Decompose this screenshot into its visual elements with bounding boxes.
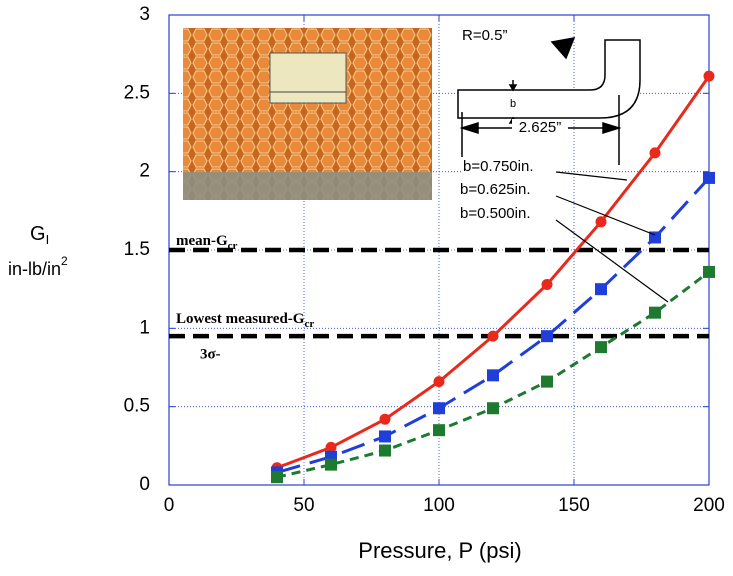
width-label: b: [510, 98, 516, 110]
y-label-sub: I: [46, 232, 50, 247]
data-point: [433, 402, 445, 414]
leader-line: [556, 196, 655, 235]
data-point: [650, 147, 661, 158]
y-tick-label: 1.5: [124, 239, 150, 260]
reference-label-main: mean-G: [176, 233, 228, 249]
data-point: [487, 369, 499, 381]
y-tick-label: 1: [139, 317, 150, 338]
length-label: 2.625”: [519, 119, 562, 136]
x-tick-label: 200: [693, 495, 725, 516]
y-axis-unit: in-lb/in2: [8, 254, 68, 279]
reference-label: Lowest measured-Gcr: [176, 311, 314, 329]
data-point: [703, 266, 715, 278]
y-label-main: G: [30, 223, 46, 245]
data-point: [379, 430, 391, 442]
data-point: [379, 445, 391, 457]
leader-line: [556, 172, 627, 180]
data-point: [380, 414, 391, 425]
series-label: b=0.750in.: [463, 158, 533, 175]
data-point: [595, 283, 607, 295]
y-tick-label: 2.5: [124, 82, 150, 103]
data-point: [271, 471, 283, 483]
data-point: [542, 279, 553, 290]
radius-label: R=0.5”: [462, 27, 507, 44]
data-point: [703, 172, 715, 184]
y-axis-label: GI: [30, 223, 49, 247]
y-tick-label: 0.5: [124, 396, 150, 417]
x-tick-label: 50: [293, 495, 314, 516]
y-tick-label: 3: [139, 4, 150, 25]
data-point: [596, 216, 607, 227]
x-axis-label: Pressure, P (psi): [358, 538, 521, 563]
data-point: [595, 341, 607, 353]
series-label: b=0.625in.: [460, 181, 530, 198]
y-unit-sup: 2: [61, 254, 68, 268]
reference-label-sub: cr: [228, 240, 238, 252]
inset-photo: [183, 28, 432, 200]
data-point: [704, 71, 715, 82]
data-point: [649, 307, 661, 319]
data-point: [487, 402, 499, 414]
series-label: b=0.500in.: [460, 205, 530, 222]
reference-label-main: Lowest measured-G: [176, 311, 305, 327]
reference-label: mean-Gcr: [176, 233, 238, 251]
y-unit: in-lb/in: [8, 259, 61, 279]
data-point: [488, 331, 499, 342]
data-point: [325, 459, 337, 471]
x-tick-label: 150: [558, 495, 590, 516]
data-point: [433, 424, 445, 436]
y-tick-label: 2: [139, 161, 150, 182]
specimen-diagram: [458, 38, 640, 165]
y-tick-label: 0: [139, 474, 150, 495]
reference-label-sub: cr: [304, 318, 314, 330]
reference-note: 3σ-: [200, 346, 221, 362]
data-point: [541, 330, 553, 342]
chart: R=0.5” b 2.625” Pressure, P (psi) GI in-…: [0, 0, 733, 571]
x-tick-label: 100: [423, 495, 455, 516]
x-tick-label: 0: [164, 495, 175, 516]
data-point: [541, 376, 553, 388]
data-point: [434, 376, 445, 387]
